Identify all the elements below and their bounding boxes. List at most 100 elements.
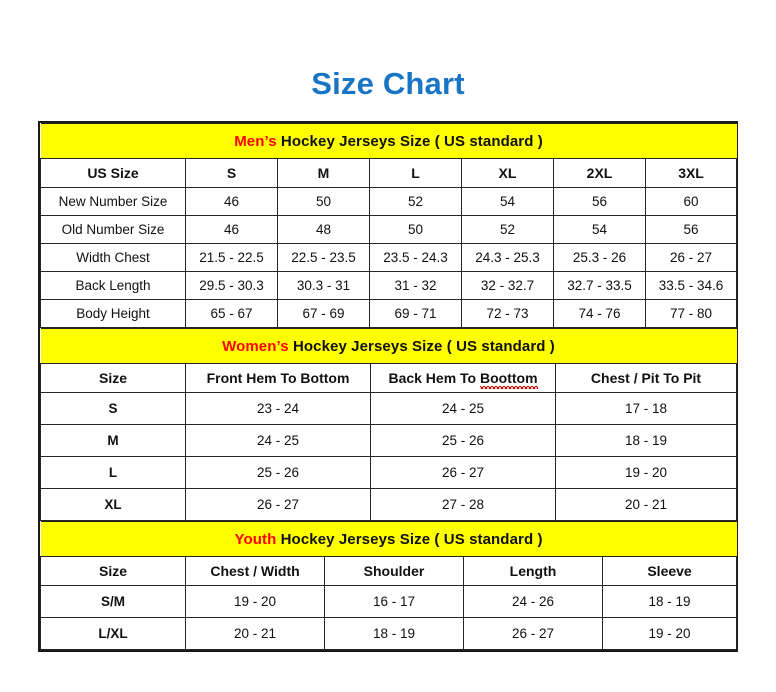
row-label: New Number Size: [40, 187, 186, 216]
table-cell: 24.3 - 25.3: [461, 243, 554, 272]
mens-column-header-row: US Size S M L XL 2XL 3XL: [40, 158, 738, 188]
col-header-prefix: Back Hem To: [388, 370, 480, 386]
youth-col-header: Sleeve: [601, 556, 738, 586]
table-cell: 33.5 - 34.6: [644, 271, 738, 300]
table-cell: 60: [644, 187, 738, 216]
table-cell: 77 - 80: [644, 299, 738, 328]
table-cell: 20 - 21: [185, 617, 325, 650]
youth-col-header: Chest / Width: [185, 556, 325, 586]
womens-col-header-misspelled: Back Hem To Boottom: [370, 363, 556, 393]
table-cell: 72 - 73: [461, 299, 554, 328]
table-cell: 24 - 26: [463, 585, 603, 618]
table-cell: 18 - 19: [324, 617, 464, 650]
table-cell: 16 - 17: [324, 585, 464, 618]
table-cell: 56: [644, 215, 738, 244]
table-cell: 67 - 69: [277, 299, 370, 328]
table-row: Old Number Size 46 48 50 52 54 56: [40, 215, 738, 244]
table-cell: 18 - 19: [601, 585, 738, 618]
mens-col-header: M: [277, 158, 370, 188]
row-label: S: [40, 392, 186, 425]
table-cell: 24 - 25: [370, 392, 556, 425]
womens-banner-rest: Hockey Jerseys Size ( US standard ): [288, 337, 555, 355]
table-row: Body Height 65 - 67 67 - 69 69 - 71 72 -…: [40, 299, 738, 328]
page-title: Size Chart: [311, 66, 465, 101]
youth-banner-cell: Youth Hockey Jerseys Size ( US standard …: [40, 521, 737, 557]
mens-banner-rest: Hockey Jerseys Size ( US standard ): [276, 132, 543, 150]
row-label: Back Length: [40, 271, 186, 300]
youth-column-header-row: Size Chest / Width Shoulder Length Sleev…: [40, 556, 738, 586]
table-row: Back Length 29.5 - 30.3 30.3 - 31 31 - 3…: [40, 271, 738, 300]
table-cell: 19 - 20: [554, 456, 738, 489]
row-label: XL: [40, 488, 186, 521]
table-cell: 65 - 67: [185, 299, 278, 328]
table-cell: 26 - 27: [644, 243, 738, 272]
table-row: Width Chest 21.5 - 22.5 22.5 - 23.5 23.5…: [40, 243, 738, 272]
womens-size-table: Women’s Hockey Jerseys Size ( US standar…: [40, 328, 738, 521]
row-label: Width Chest: [40, 243, 186, 272]
mens-banner-cell: Men’s Hockey Jerseys Size ( US standard …: [40, 123, 737, 159]
table-cell: 46: [185, 215, 278, 244]
mens-col-header: 2XL: [553, 158, 646, 188]
table-row: XL 26 - 27 27 - 28 20 - 21: [40, 488, 738, 521]
table-cell: 69 - 71: [369, 299, 462, 328]
mens-section-banner: Men’s Hockey Jerseys Size ( US standard …: [40, 123, 737, 159]
table-cell: 19 - 20: [601, 617, 738, 650]
table-cell: 17 - 18: [554, 392, 738, 425]
table-cell: 29.5 - 30.3: [185, 271, 278, 300]
row-label: Old Number Size: [40, 215, 186, 244]
row-label: S/M: [40, 585, 186, 618]
row-label: Body Height: [40, 299, 186, 328]
row-label: M: [40, 424, 186, 457]
table-cell: 50: [369, 215, 462, 244]
womens-banner-cell: Women’s Hockey Jerseys Size ( US standar…: [40, 328, 737, 364]
mens-banner-accent: Men’s: [234, 132, 277, 150]
youth-banner-rest: Hockey Jerseys Size ( US standard ): [276, 530, 543, 548]
youth-col-header: Shoulder: [324, 556, 464, 586]
table-cell: 26 - 27: [463, 617, 603, 650]
youth-col-header: Length: [463, 556, 603, 586]
table-cell: 25 - 26: [185, 456, 371, 489]
table-cell: 30.3 - 31: [277, 271, 370, 300]
row-label: L: [40, 456, 186, 489]
table-cell: 54: [461, 187, 554, 216]
table-cell: 23 - 24: [185, 392, 371, 425]
womens-section-banner: Women’s Hockey Jerseys Size ( US standar…: [40, 328, 737, 364]
table-cell: 26 - 27: [370, 456, 556, 489]
table-row: M 24 - 25 25 - 26 18 - 19: [40, 424, 738, 457]
womens-col-header: Size: [40, 363, 186, 393]
mens-size-table: Men’s Hockey Jerseys Size ( US standard …: [40, 123, 738, 328]
womens-col-header: Chest / Pit To Pit: [554, 363, 738, 393]
table-row: L 25 - 26 26 - 27 19 - 20: [40, 456, 738, 489]
table-cell: 26 - 27: [185, 488, 371, 521]
table-cell: 25.3 - 26: [553, 243, 646, 272]
table-cell: 27 - 28: [370, 488, 556, 521]
spellcheck-underlined-word: Boottom: [480, 370, 538, 389]
table-cell: 19 - 20: [185, 585, 325, 618]
table-cell: 48: [277, 215, 370, 244]
table-cell: 52: [369, 187, 462, 216]
table-cell: 31 - 32: [369, 271, 462, 300]
youth-section-banner: Youth Hockey Jerseys Size ( US standard …: [40, 521, 737, 557]
table-row: L/XL 20 - 21 18 - 19 26 - 27 19 - 20: [40, 617, 738, 650]
table-cell: 46: [185, 187, 278, 216]
table-cell: 32 - 32.7: [461, 271, 554, 300]
mens-col-header: L: [369, 158, 462, 188]
youth-size-table: Youth Hockey Jerseys Size ( US standard …: [40, 521, 738, 650]
table-cell: 74 - 76: [553, 299, 646, 328]
mens-col-header: US Size: [40, 158, 186, 188]
table-cell: 20 - 21: [554, 488, 738, 521]
table-cell: 25 - 26: [370, 424, 556, 457]
table-cell: 56: [553, 187, 646, 216]
mens-col-header: XL: [461, 158, 554, 188]
table-cell: 18 - 19: [554, 424, 738, 457]
table-row: S 23 - 24 24 - 25 17 - 18: [40, 392, 738, 425]
youth-col-header: Size: [40, 556, 186, 586]
table-cell: 21.5 - 22.5: [185, 243, 278, 272]
row-label: L/XL: [40, 617, 186, 650]
table-cell: 23.5 - 24.3: [369, 243, 462, 272]
table-cell: 52: [461, 215, 554, 244]
size-chart-table-wrapper: Men’s Hockey Jerseys Size ( US standard …: [38, 121, 738, 652]
table-cell: 54: [553, 215, 646, 244]
womens-banner-accent: Women’s: [222, 337, 289, 355]
mens-col-header: S: [185, 158, 278, 188]
